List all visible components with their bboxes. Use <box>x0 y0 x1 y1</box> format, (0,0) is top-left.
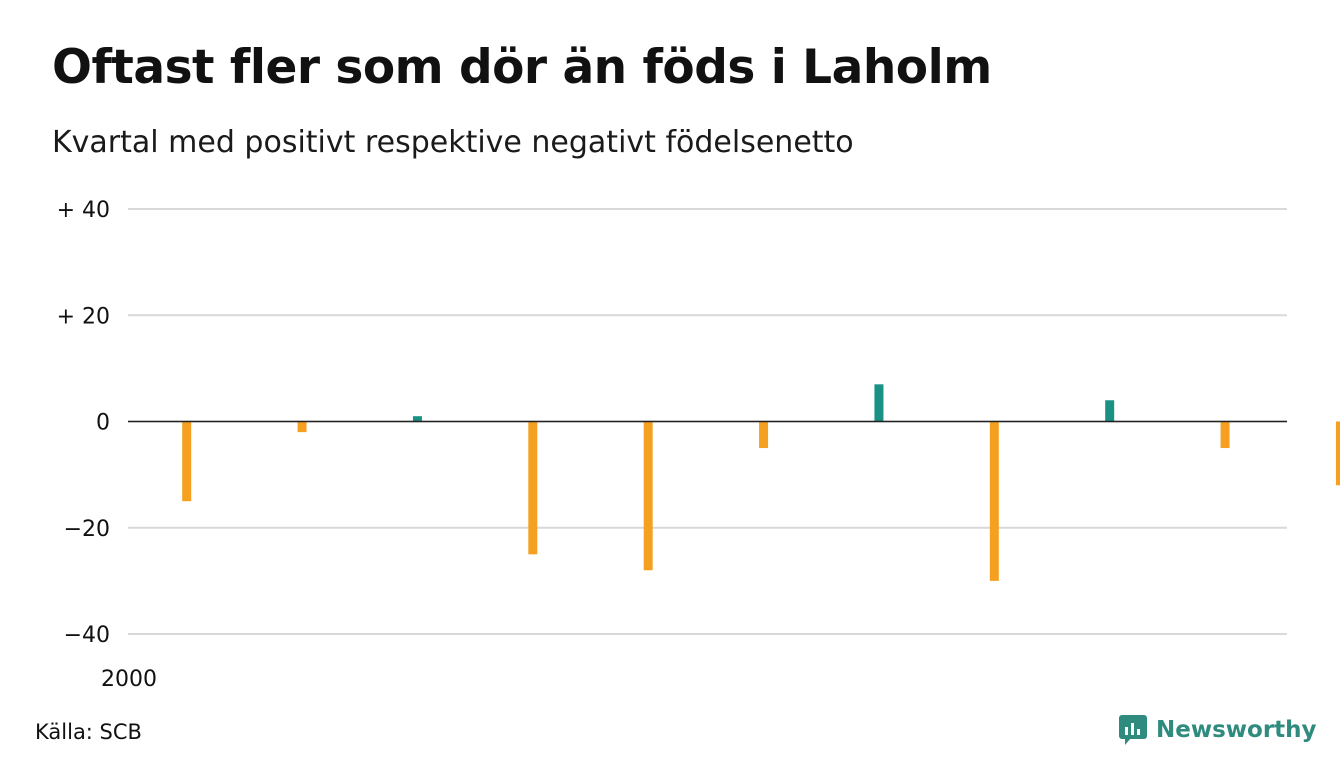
bar <box>412 416 422 422</box>
chart-subtitle: Kvartal med positivt respektive negativt… <box>52 125 854 160</box>
source-note: Källa: SCB <box>35 720 142 744</box>
bar <box>1105 400 1115 422</box>
bar <box>989 421 999 581</box>
y-tick-label: 0 <box>96 411 110 436</box>
bar <box>297 421 307 433</box>
y-tick-label: + 40 <box>57 198 110 223</box>
bar <box>182 421 192 502</box>
bar <box>1335 421 1340 486</box>
y-tick-label: + 20 <box>57 304 110 329</box>
bar-chart: + 40+ 200−20−40200020102020 <box>57 198 1340 692</box>
newsworthy-logo: Newsworthy <box>1118 714 1317 746</box>
bar <box>643 421 653 571</box>
chart-title: Oftast fler som dör än föds i Laholm <box>52 40 992 95</box>
y-tick-label: −20 <box>64 517 110 542</box>
y-tick-label: −40 <box>64 623 110 648</box>
bar <box>759 421 769 449</box>
x-tick-label: 2000 <box>101 667 157 692</box>
brand-name: Newsworthy <box>1156 717 1317 743</box>
bar <box>528 421 538 555</box>
bar <box>1220 421 1230 449</box>
newsworthy-icon <box>1119 715 1147 745</box>
bar <box>874 384 884 422</box>
